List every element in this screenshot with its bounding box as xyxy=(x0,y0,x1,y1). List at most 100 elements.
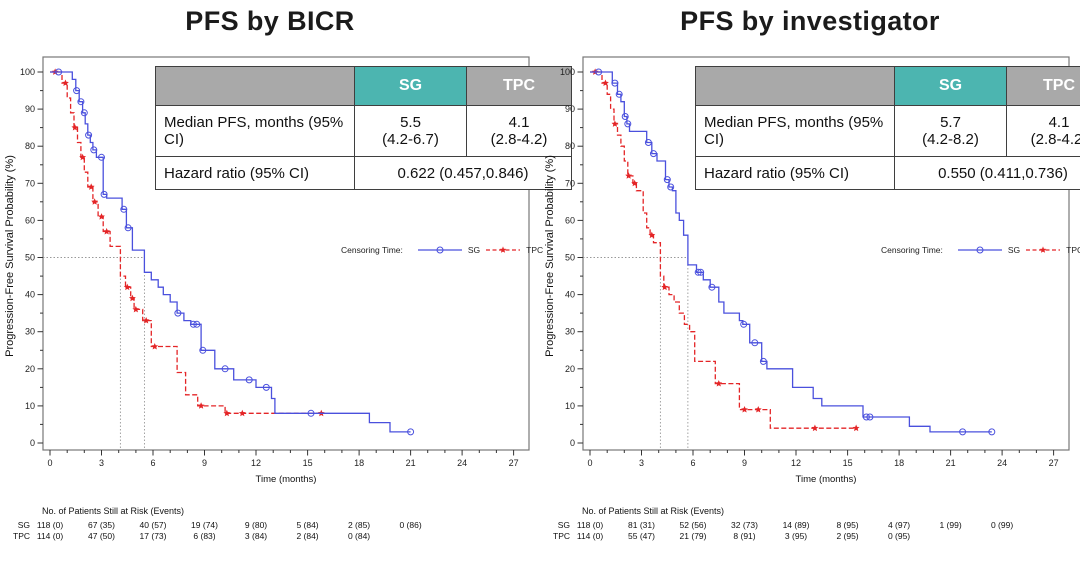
censor-mark-circle xyxy=(595,68,603,76)
censor-mark-circle xyxy=(98,153,105,161)
risk-value: 2 (95) xyxy=(836,531,859,541)
panel-pfs-bicr: PFS by BICR 0 10 20 30 40 50 60 70 80 90 100 0 3 6 9 12… xyxy=(0,6,572,578)
svg-text:24: 24 xyxy=(457,458,467,468)
median-reference-lines xyxy=(583,257,689,450)
risk-value: 52 (56) xyxy=(679,520,707,530)
censor-mark-circle xyxy=(262,383,270,391)
legend-label-tpc: TPC xyxy=(526,245,544,255)
svg-text:80: 80 xyxy=(25,141,35,151)
censor-mark-circle xyxy=(959,428,967,436)
censor-mark-star xyxy=(811,424,819,432)
risk-value: 9 (80) xyxy=(244,520,268,530)
risk-value: 55 (47) xyxy=(628,531,655,541)
risk-value: 8 (95) xyxy=(836,520,859,530)
risk-value: 0 (99) xyxy=(990,520,1014,530)
risk-value: 19 (74) xyxy=(191,520,218,530)
risk-value: 67 (35) xyxy=(88,520,115,530)
censor-mark-star xyxy=(91,198,99,205)
risk-value: 114 (0) xyxy=(36,531,64,541)
svg-text:100: 100 xyxy=(560,67,575,77)
censor-mark-star xyxy=(87,183,95,190)
risk-table-investigator: No. of Patients Still at Risk (Events) S… xyxy=(540,498,1080,578)
svg-text:15: 15 xyxy=(843,458,853,468)
panel-title-bicr: PFS by BICR xyxy=(185,6,355,36)
svg-text:18: 18 xyxy=(354,458,364,468)
svg-text:30: 30 xyxy=(25,327,35,337)
median-pfs-tpc: 4.1 (2.8-4.2) xyxy=(1006,105,1080,157)
legend-bicr: Censoring Time: SG TPC xyxy=(341,245,543,255)
risk-value: 40 (57) xyxy=(139,520,167,530)
sg-curve xyxy=(50,68,415,436)
km-plot-investigator: 0 10 20 30 40 50 60 70 80 90 100 0 3 6 9 12 15 18 21 24 27 Ti… xyxy=(544,56,1070,485)
censor-mark-star xyxy=(79,153,87,161)
axes: 0 10 20 30 40 50 60 70 80 90 100 0 3 6 9 12 15 18 21 24 27 Ti… xyxy=(4,56,530,485)
svg-text:70: 70 xyxy=(565,178,575,188)
svg-text:9: 9 xyxy=(742,458,747,468)
censor-mark-circle xyxy=(193,320,201,328)
svg-text:100: 100 xyxy=(20,67,35,77)
stats-header-tpc: TPC xyxy=(1006,66,1080,106)
risk-table-bicr: No. of Patients Still at Risk (Events) S… xyxy=(0,498,540,578)
censor-mark-star xyxy=(71,124,79,131)
censor-mark-star xyxy=(128,294,136,302)
svg-text:6: 6 xyxy=(690,458,695,468)
censor-mark-circle xyxy=(77,98,85,106)
risk-row-label: TPC xyxy=(553,531,570,541)
hazard-ratio-label: Hazard ratio (95% CI) xyxy=(695,156,895,190)
risk-value: 47 (50) xyxy=(88,531,115,541)
censor-mark-star xyxy=(648,231,656,239)
risk-value: 5 (84) xyxy=(296,520,319,530)
risk-value: 118 (0) xyxy=(36,520,64,530)
censor-mark-circle xyxy=(759,357,767,365)
svg-text:27: 27 xyxy=(1049,458,1059,468)
censor-mark-circle xyxy=(73,87,81,95)
censor-mark-circle xyxy=(862,413,870,421)
svg-text:21: 21 xyxy=(946,458,956,468)
risk-row-label: SG xyxy=(17,520,30,530)
svg-text:20: 20 xyxy=(565,364,575,374)
svg-text:10: 10 xyxy=(25,401,35,411)
svg-text:3: 3 xyxy=(99,458,104,468)
svg-text:40: 40 xyxy=(565,290,575,300)
censor-mark-star xyxy=(661,283,669,291)
legend-investigator: Censoring Time: SG TPC xyxy=(881,245,1080,255)
censor-mark-circle xyxy=(124,224,132,232)
risk-row-tpc: TPC 114 (0) 47 (50) 17 (73) 6 (83) 3 (84) 2 (8… xyxy=(0,531,540,542)
median-reference-lines xyxy=(43,257,145,450)
risk-table-title: No. of Patients Still at Risk (Events) xyxy=(42,506,185,516)
svg-text:Progression-Free Survival Prob: Progression-Free Survival Probability (%… xyxy=(4,155,16,357)
censor-mark-circle xyxy=(644,139,652,146)
legend-label-sg: SG xyxy=(1007,245,1021,255)
risk-row-sg: SG 118 (0) 67 (35) 40 (57) 19 (74) 9 (80) 5 (8… xyxy=(0,520,540,531)
svg-text:80: 80 xyxy=(565,141,575,151)
legend-title: Censoring Time: xyxy=(881,245,943,255)
axes: 0 10 20 30 40 50 60 70 80 90 100 0 3 6 9 12 15 18 21 24 27 Ti… xyxy=(544,56,1070,485)
median-pfs-label: Median PFS, months (95% CI) xyxy=(695,105,895,157)
hazard-ratio-value: 0.550 (0.411,0.736) xyxy=(894,156,1080,190)
censor-mark-circle xyxy=(199,346,207,354)
svg-text:10: 10 xyxy=(565,401,575,411)
censor-mark-circle xyxy=(621,113,629,120)
median-pfs-tpc-value: 4.1 xyxy=(508,114,530,131)
median-pfs-sg-ci: (4.2-6.7) xyxy=(382,131,439,148)
risk-value: 4 (97) xyxy=(887,520,911,530)
censor-mark-star xyxy=(132,305,140,313)
censor-mark-circle xyxy=(100,190,108,198)
risk-row-sg: SG 118 (0) 81 (31) 52 (56) 32 (73) 14 (89) 8 (… xyxy=(540,520,1080,531)
censor-mark-star xyxy=(123,283,131,291)
svg-text:0: 0 xyxy=(30,438,35,448)
censor-mark-circle xyxy=(615,90,623,98)
svg-text:6: 6 xyxy=(150,458,155,468)
panel-pfs-investigator: PFS by investigator 0 10 20 30 40 50 60 70 80 90 1… xyxy=(540,0,1080,579)
censor-mark-circle xyxy=(650,150,657,158)
censor-mark-circle xyxy=(611,79,619,87)
risk-value: 2 (85) xyxy=(347,520,371,530)
risk-row-label: TPC xyxy=(13,531,30,541)
censor-mark-star xyxy=(741,406,748,413)
risk-table-title: No. of Patients Still at Risk (Events) xyxy=(582,506,725,516)
sg-line-sample-icon xyxy=(957,246,1002,254)
risk-value: 1 (99) xyxy=(939,520,962,530)
risk-value: 0 (95) xyxy=(887,531,911,541)
censor-mark-star xyxy=(62,79,69,87)
